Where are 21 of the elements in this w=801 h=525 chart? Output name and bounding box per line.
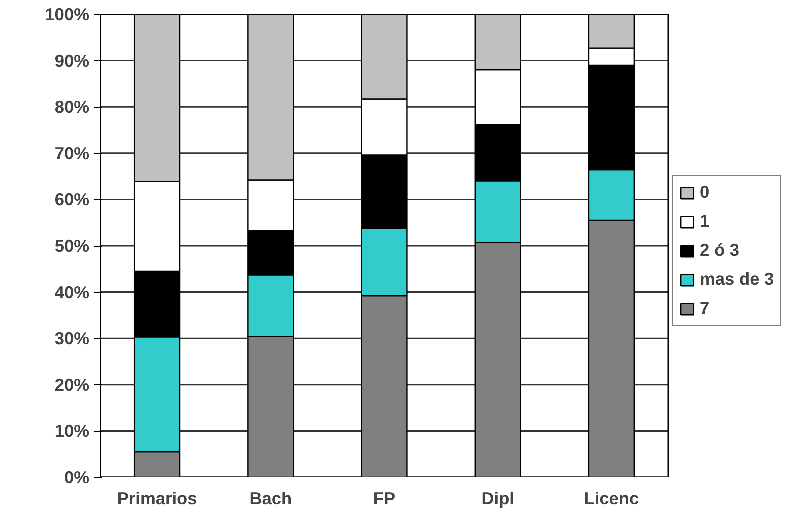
y-tick-label: 10% xyxy=(54,421,90,442)
y-tick-label: 90% xyxy=(54,50,90,71)
y-tick-label: 100% xyxy=(45,4,90,24)
y-tick-label: 70% xyxy=(54,143,90,164)
legend-label: 0 xyxy=(700,182,711,203)
y-tick-label: 50% xyxy=(54,236,90,256)
x-tick-label: FP xyxy=(373,488,396,508)
y-tick-label: 40% xyxy=(54,282,90,302)
x-tick-label: Dipl xyxy=(482,488,514,508)
y-tick-label: 60% xyxy=(54,190,90,210)
y-tick-label: 30% xyxy=(54,328,90,349)
x-tick-label: Primarios xyxy=(117,488,198,508)
legend-label: 2 ó 3 xyxy=(700,240,740,261)
y-tick-label: 80% xyxy=(54,97,90,118)
legend-label: mas de 3 xyxy=(700,269,774,290)
legend-label: 7 xyxy=(700,298,711,319)
y-tick-label: 0% xyxy=(64,468,90,488)
legend-label: 1 xyxy=(700,211,711,232)
x-tick-label: Bach xyxy=(250,488,292,508)
y-tick-label: 20% xyxy=(54,374,90,395)
x-tick-label: Licenc xyxy=(584,488,640,508)
